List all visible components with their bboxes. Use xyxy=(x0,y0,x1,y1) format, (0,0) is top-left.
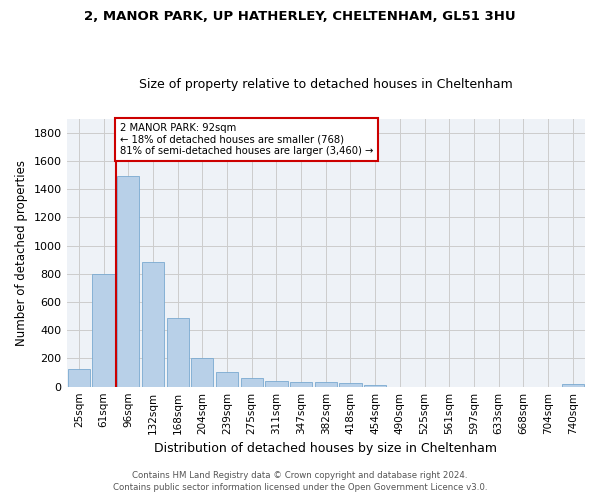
Bar xyxy=(142,262,164,386)
Text: Contains HM Land Registry data © Crown copyright and database right 2024.
Contai: Contains HM Land Registry data © Crown c… xyxy=(113,471,487,492)
Text: 2, MANOR PARK, UP HATHERLEY, CHELTENHAM, GL51 3HU: 2, MANOR PARK, UP HATHERLEY, CHELTENHAM,… xyxy=(84,10,516,23)
Bar xyxy=(340,383,362,386)
Bar xyxy=(216,372,238,386)
Bar xyxy=(191,358,214,386)
Bar xyxy=(241,378,263,386)
Bar xyxy=(117,176,139,386)
Bar xyxy=(290,382,312,386)
Title: Size of property relative to detached houses in Cheltenham: Size of property relative to detached ho… xyxy=(139,78,512,91)
Bar xyxy=(314,382,337,386)
Bar xyxy=(92,274,115,386)
Bar xyxy=(68,369,90,386)
Bar xyxy=(562,384,584,386)
Bar xyxy=(167,318,189,386)
Y-axis label: Number of detached properties: Number of detached properties xyxy=(15,160,28,346)
X-axis label: Distribution of detached houses by size in Cheltenham: Distribution of detached houses by size … xyxy=(154,442,497,455)
Text: 2 MANOR PARK: 92sqm
← 18% of detached houses are smaller (768)
81% of semi-detac: 2 MANOR PARK: 92sqm ← 18% of detached ho… xyxy=(119,123,373,156)
Bar xyxy=(265,381,287,386)
